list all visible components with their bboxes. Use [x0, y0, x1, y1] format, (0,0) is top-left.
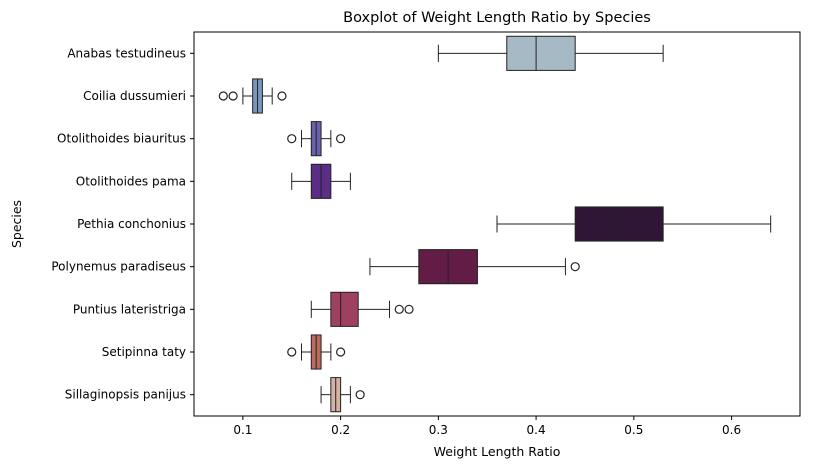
- outlier-point: [570, 262, 580, 272]
- x-tick-label: 0.3: [429, 423, 448, 437]
- y-tick-label: Sillaginopsis panijus: [65, 388, 186, 402]
- chart-title: Boxplot of Weight Length Ratio by Specie…: [343, 10, 651, 26]
- x-tick-label: 0.4: [527, 423, 546, 437]
- plot-area: Anabas testudineus Coilia dussumieri Otoli…: [51, 31, 801, 437]
- x-axis-label: Weight Length Ratio: [434, 444, 561, 459]
- y-tick-label: Otolithoides biauritus: [57, 132, 186, 146]
- y-tick-label: Puntius lateristriga: [73, 302, 186, 316]
- x-tick-label: 0.2: [331, 423, 350, 437]
- outlier-point: [287, 134, 297, 144]
- y-tick-label: Anabas testudineus: [67, 46, 186, 60]
- y-tick-label: Setipinna taty: [102, 345, 186, 359]
- outlier-point: [287, 347, 297, 357]
- y-tick-label: Pethia conchonius: [77, 217, 186, 231]
- y-tick-label: Otolithoides pama: [76, 174, 186, 188]
- y-axis-label: Species: [9, 200, 24, 248]
- y-tick-label: Coilia dussumieri: [83, 89, 186, 103]
- outlier-point: [394, 304, 404, 314]
- outlier-point: [404, 304, 414, 314]
- outlier-point: [336, 347, 346, 357]
- outlier-point: [218, 91, 228, 101]
- x-tick-label: 0.5: [624, 423, 643, 437]
- box: [330, 291, 359, 327]
- x-tick-label: 0.1: [233, 423, 252, 437]
- box: [506, 35, 576, 71]
- outlier-point: [228, 91, 238, 101]
- y-tick-label: Polynemus paradiseus: [51, 260, 186, 274]
- x-tick-label: 0.6: [722, 423, 741, 437]
- outlier-point: [355, 390, 365, 400]
- outlier-point: [336, 134, 346, 144]
- plot-frame: [193, 31, 801, 417]
- outlier-point: [277, 91, 287, 101]
- box: [574, 206, 664, 242]
